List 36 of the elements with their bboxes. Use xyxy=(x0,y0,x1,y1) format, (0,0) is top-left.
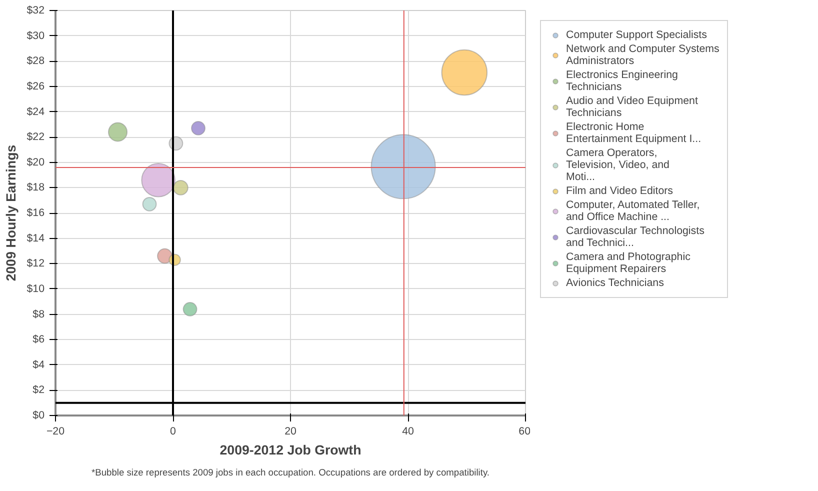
legend-label: Cardiovascular Technologists and Technici... xyxy=(566,225,704,249)
legend-label: Electronics Engineering Technicians xyxy=(566,69,678,93)
legend-label: Network and Computer Systems Administrators xyxy=(566,43,720,67)
x-tick-label: 60 xyxy=(518,426,531,438)
text: *Bubble size represents 2009 jobs in each occupation. Occupations are ordered by compatibility. xyxy=(91,468,490,478)
y-tick-label: $30 xyxy=(26,30,45,42)
x-tick-label: 0 xyxy=(170,426,176,438)
x-axis-title: 2009-2012 Job Growth xyxy=(220,442,362,458)
x-tick-label: 40 xyxy=(402,426,414,438)
legend-label: Avionics Technicians xyxy=(566,277,664,289)
y-tick-label: $8 xyxy=(32,308,45,320)
y-tick-label: $12 xyxy=(26,258,45,270)
legend-label: Electronic Home Entertainment Equipment I... xyxy=(566,121,702,145)
x-tick-label: 20 xyxy=(284,426,296,438)
y-tick-label: $18 xyxy=(26,182,45,194)
legend-label: Camera and Photographic Equipment Repairers xyxy=(566,251,690,275)
y-tick-label: $16 xyxy=(26,207,45,219)
legend-label: Computer, Automated Teller, and Office Machine ... xyxy=(566,199,700,223)
y-tick-label: $22 xyxy=(26,131,45,144)
x-tick-label: −20 xyxy=(46,426,65,438)
legend-label: Audio and Video Equipment Technicians xyxy=(566,95,698,119)
y-tick-label: $32 xyxy=(26,4,45,16)
legend-label: Film and Video Editors xyxy=(566,185,674,197)
y-axis-title: 2009 Hourly Earnings xyxy=(4,144,19,282)
y-tick-label: $2 xyxy=(32,384,45,396)
y-tick-label: $28 xyxy=(26,55,45,68)
y-tick-label: $14 xyxy=(26,232,45,244)
y-tick-label: $0 xyxy=(32,410,45,422)
y-tick-label: $24 xyxy=(26,106,45,118)
y-tick-label: $6 xyxy=(32,334,45,346)
legend-label: Computer Support Specialists xyxy=(566,29,707,41)
y-tick-label: $4 xyxy=(32,358,45,371)
y-tick-label: $20 xyxy=(26,156,45,168)
y-tick-label: $10 xyxy=(26,282,45,295)
legend-label: Camera Operators, Television, Video, and Moti... xyxy=(566,147,670,183)
y-tick-label: $26 xyxy=(26,80,45,92)
